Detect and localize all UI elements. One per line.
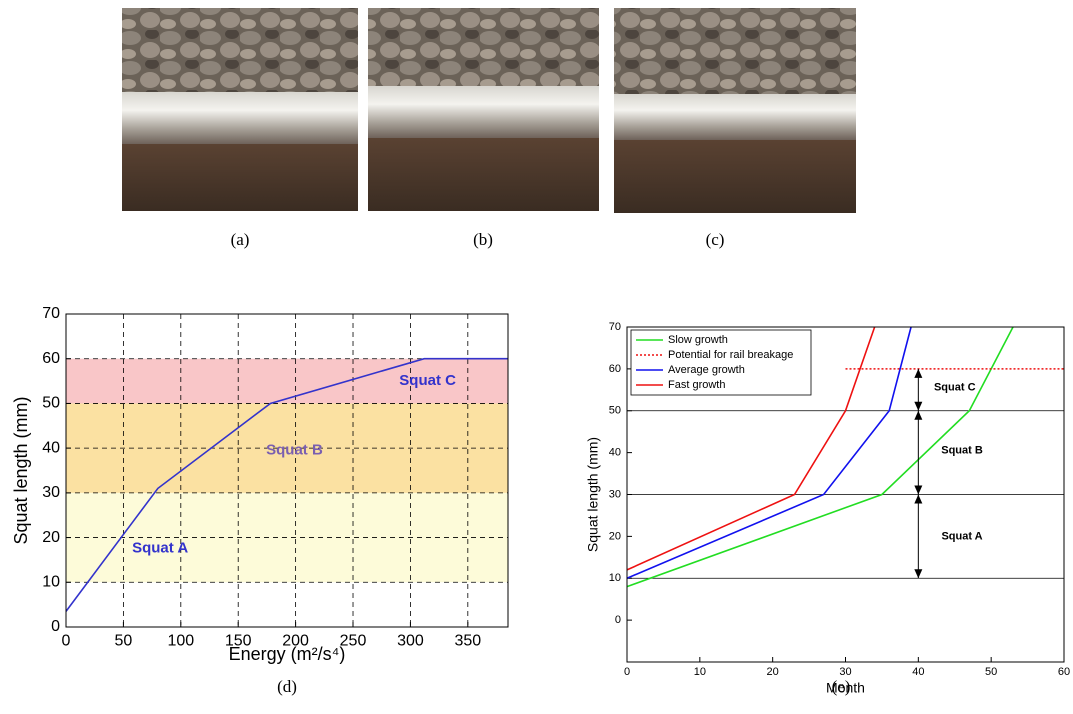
x-tick-label: 10 xyxy=(694,666,706,678)
legend-label: Potential for rail breakage xyxy=(668,349,793,361)
x-tick-label: 0 xyxy=(624,666,630,678)
x-tick-label: 50 xyxy=(115,633,133,650)
figure: (a) (b) (c) 0501001502002503003500102030… xyxy=(0,0,1073,714)
x-tick-label: 300 xyxy=(397,633,424,650)
y-tick-label: 60 xyxy=(42,350,60,367)
x-tick-label: 40 xyxy=(912,666,924,678)
y-tick-label: 40 xyxy=(609,447,621,459)
y-tick-label: 10 xyxy=(42,574,60,591)
y-tick-label: 20 xyxy=(609,530,621,542)
y-tick-label: 30 xyxy=(42,484,60,501)
photo xyxy=(368,8,599,211)
x-tick-label: 20 xyxy=(767,666,779,678)
y-axis-label: Squat length (mm) xyxy=(585,437,601,552)
y-tick-label: 30 xyxy=(609,488,621,500)
arrow-head xyxy=(914,402,922,411)
band-label: Squat A xyxy=(132,540,188,557)
y-tick-label: 60 xyxy=(609,363,621,375)
arrow-head xyxy=(914,486,922,495)
y-axis-label: Squat length (mm) xyxy=(11,396,31,544)
caption: (a) xyxy=(231,230,250,249)
arrow-head xyxy=(914,369,922,378)
photo xyxy=(614,8,856,213)
y-tick-label: 40 xyxy=(42,439,60,456)
legend-label: Slow growth xyxy=(668,334,728,346)
arrow-head xyxy=(914,569,922,578)
y-tick-label: 70 xyxy=(609,321,621,333)
legend-label: Average growth xyxy=(668,364,745,376)
y-tick-label: 0 xyxy=(51,618,60,635)
caption: (d) xyxy=(277,677,297,696)
x-tick-label: 100 xyxy=(167,633,194,650)
arrow-head xyxy=(914,495,922,504)
y-tick-label: 0 xyxy=(615,614,621,626)
photo xyxy=(122,8,358,211)
band-label: Squat C xyxy=(399,372,456,389)
arrow-label: Squat A xyxy=(941,530,982,542)
band-label: Squat B xyxy=(266,441,323,458)
arrow-head xyxy=(914,411,922,420)
arrow-label: Squat B xyxy=(941,444,983,456)
x-tick-label: 0 xyxy=(62,633,71,650)
x-tick-label: 60 xyxy=(1058,666,1070,678)
arrow-label: Squat C xyxy=(934,382,976,394)
caption: (b) xyxy=(473,230,493,249)
x-tick-label: 50 xyxy=(985,666,997,678)
y-tick-label: 50 xyxy=(609,405,621,417)
y-tick-label: 10 xyxy=(609,572,621,584)
y-tick-label: 50 xyxy=(42,395,60,412)
x-tick-label: 350 xyxy=(454,633,481,650)
legend-label: Fast growth xyxy=(668,379,725,391)
caption: (e) xyxy=(832,677,851,696)
x-axis-label: Energy (m²/s⁴) xyxy=(229,644,346,664)
y-tick-label: 70 xyxy=(42,305,60,322)
caption: (c) xyxy=(706,230,725,249)
y-tick-label: 20 xyxy=(42,529,60,546)
